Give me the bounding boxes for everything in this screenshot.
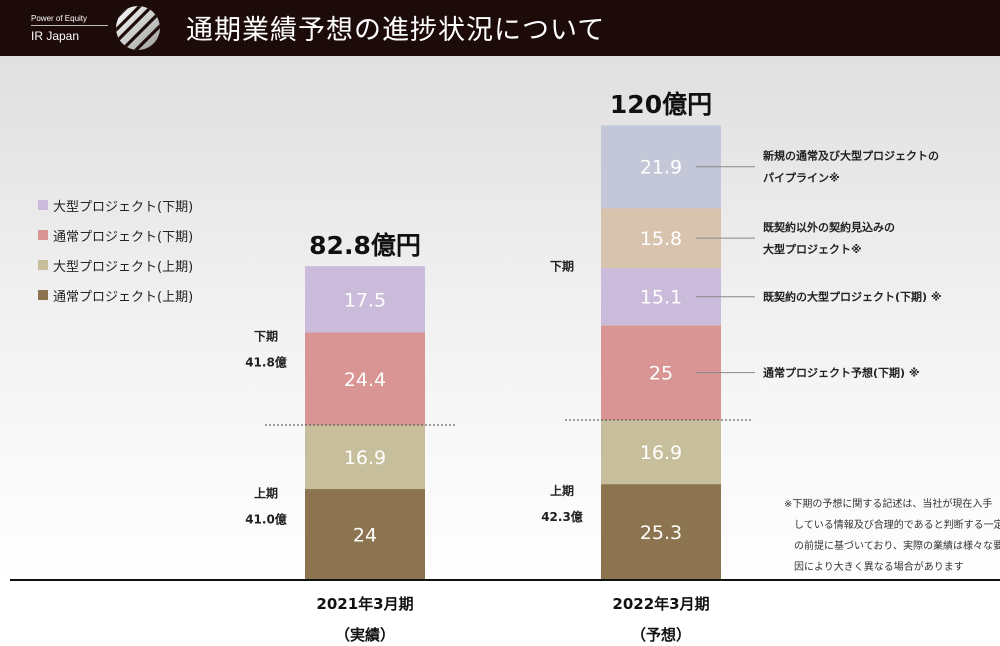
segment-value-label: 24.4 <box>344 369 386 391</box>
half-period-value: 42.3億 <box>541 509 583 524</box>
bar-segment <box>305 424 425 490</box>
legend-swatch <box>38 260 48 270</box>
bar-segment <box>305 489 425 580</box>
half-period-name: 下期 <box>254 329 278 344</box>
legend-label: 大型プロジェクト(下期) <box>53 199 194 215</box>
segment-value-label: 24 <box>353 525 377 547</box>
company-logo-icon <box>116 6 160 50</box>
brand-divider <box>31 25 108 26</box>
footnote: ※下期の予想に関する記述は、当社が現在入手 している情報及び合理的であると判断す… <box>784 494 1000 578</box>
bar-segment <box>601 484 721 580</box>
category-label: 2022年3月期 <box>612 595 709 613</box>
legend-item: 大型プロジェクト(下期) <box>38 190 193 220</box>
annotation-label: 新規の通常及び大型プロジェクトの <box>763 149 939 163</box>
half-period-name: 上期 <box>550 483 574 498</box>
bar-total-label: 120億円 <box>610 90 712 119</box>
footnote-line: ※下期の予想に関する記述は、当社が現在入手 <box>784 499 993 510</box>
bar-total-label: 82.8億円 <box>309 231 421 260</box>
half-period-name: 下期 <box>550 259 574 274</box>
brand-name: IR Japan <box>31 29 80 43</box>
legend-item: 通常プロジェクト(下期) <box>38 220 193 250</box>
annotation-label: 通常プロジェクト予想(下期) ※ <box>763 366 920 380</box>
legend-item: 通常プロジェクト(上期) <box>38 280 193 310</box>
category-sublabel: （予想） <box>631 626 691 644</box>
bar-segment <box>305 332 425 425</box>
bar-segment <box>601 420 721 485</box>
bar-segment <box>305 266 425 333</box>
legend-item: 大型プロジェクト(上期) <box>38 250 193 280</box>
annotation-label: 大型プロジェクト※ <box>763 242 862 256</box>
segment-value-label: 21.9 <box>640 157 682 179</box>
segment-value-label: 16.9 <box>344 447 386 469</box>
legend-label: 通常プロジェクト(上期) <box>53 289 194 305</box>
annotation-label: パイプライン※ <box>763 171 840 185</box>
header-bar: Power of Equity IR Japan 通期業績予想の進捗状況について <box>0 0 1000 56</box>
half-period-name: 上期 <box>254 485 278 500</box>
legend-label: 大型プロジェクト(上期) <box>53 259 194 275</box>
footnote-line: 因により大きく異なる場合があります <box>794 562 964 573</box>
chart-legend: 大型プロジェクト(下期) 通常プロジェクト(下期) 大型プロジェクト(上期) 通… <box>38 190 193 310</box>
half-period-value: 41.0億 <box>245 511 287 526</box>
legend-swatch <box>38 230 48 240</box>
segment-value-label: 17.5 <box>344 289 386 311</box>
legend-swatch <box>38 290 48 300</box>
annotation-label: 既契約の大型プロジェクト(下期) ※ <box>763 290 942 304</box>
segment-value-label: 15.8 <box>640 228 682 250</box>
annotation-label: 既契約以外の契約見込みの <box>763 220 895 234</box>
segment-value-label: 25.3 <box>640 522 682 544</box>
page-title: 通期業績予想の進捗状況について <box>186 15 606 46</box>
segment-value-label: 16.9 <box>640 442 682 464</box>
legend-label: 通常プロジェクト(下期) <box>53 229 194 245</box>
legend-swatch <box>38 200 48 210</box>
brand-tagline: Power of Equity <box>31 14 88 23</box>
half-period-value: 41.8億 <box>245 355 287 370</box>
footnote-line: の前提に基づいており、実際の業績は様々な要 <box>794 541 1000 552</box>
segment-value-label: 15.1 <box>640 287 682 309</box>
category-sublabel: （実績） <box>335 626 395 644</box>
segment-value-label: 25 <box>649 363 673 385</box>
footnote-line: している情報及び合理的であると判断する一定 <box>794 520 1000 531</box>
chart-background <box>0 56 1000 580</box>
category-label: 2021年3月期 <box>316 595 413 613</box>
